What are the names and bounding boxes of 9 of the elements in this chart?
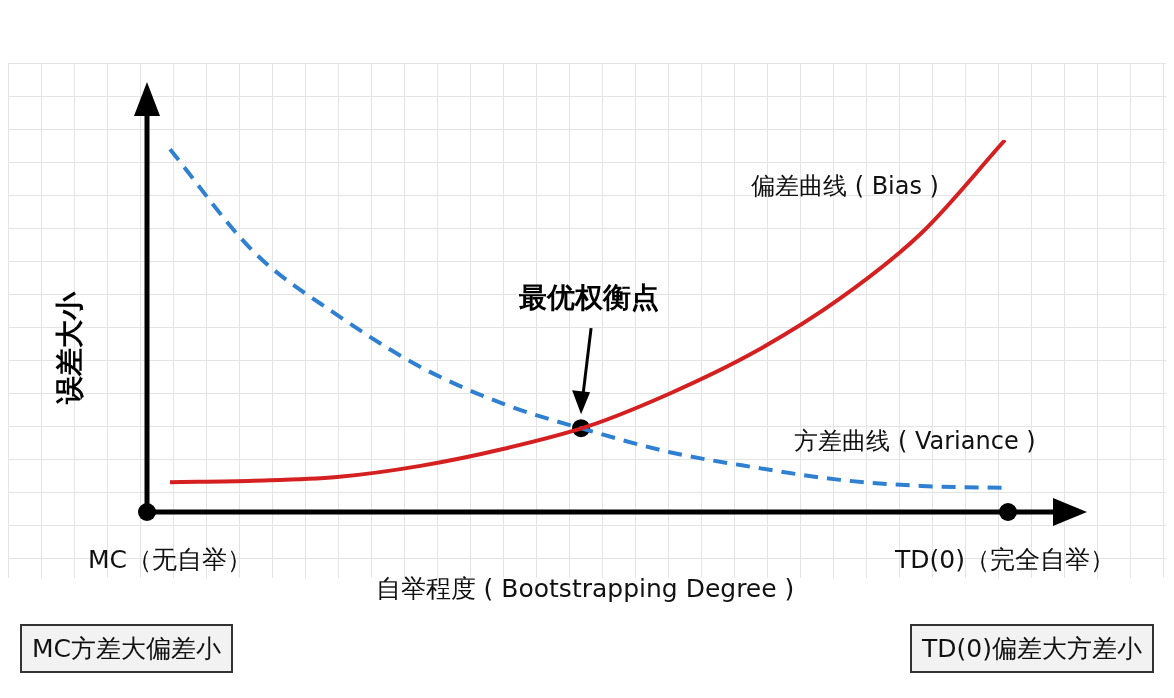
x-axis-title: 自举程度 ( Bootstrapping Degree ) — [375, 572, 795, 605]
x-tick-label: TD(0)（完全自举） — [894, 544, 1115, 574]
series-label: 偏差曲线 ( Bias ) — [751, 172, 939, 201]
x-tick-label: MC（无自举） — [87, 544, 253, 574]
annotation: 最优权衡点 — [518, 281, 660, 315]
text: TD(0)偏差大方差小 — [910, 624, 1154, 673]
text: MC方差大偏差小 — [20, 624, 234, 673]
series-label: 方差曲线 ( Variance ) — [794, 427, 1036, 456]
y-axis-title: 误差大小 — [52, 292, 87, 404]
